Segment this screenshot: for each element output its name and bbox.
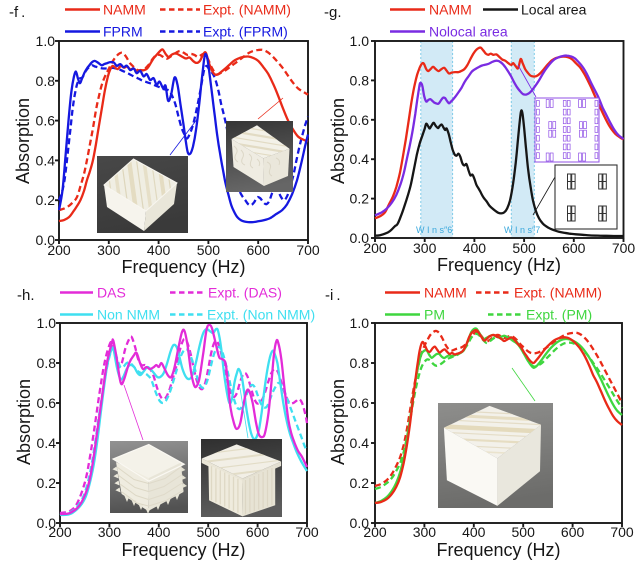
svg-text:300: 300 (413, 240, 437, 256)
svg-text:1.0: 1.0 (37, 315, 57, 331)
svg-text:0.6: 0.6 (350, 395, 370, 411)
svg-text:Frequency (Hz): Frequency (Hz) (437, 255, 561, 275)
svg-text:Expt. (PM): Expt. (PM) (526, 307, 592, 323)
svg-text:0.4: 0.4 (37, 435, 57, 451)
svg-text:Absorption: Absorption (14, 379, 34, 465)
svg-text:NAMM: NAMM (103, 2, 146, 18)
svg-text:0.0: 0.0 (350, 515, 370, 531)
svg-text:300: 300 (97, 242, 121, 258)
svg-text:1.0: 1.0 (36, 33, 56, 49)
svg-text:Local area: Local area (521, 2, 587, 18)
svg-text:400: 400 (462, 524, 486, 540)
svg-text:600: 600 (247, 242, 271, 258)
svg-text:0.2: 0.2 (350, 475, 370, 491)
svg-text:Frequency (Hz): Frequency (Hz) (436, 540, 560, 560)
svg-text:700: 700 (610, 524, 634, 540)
svg-text:700: 700 (295, 524, 319, 540)
svg-text:600: 600 (246, 524, 270, 540)
svg-text:-h.: -h. (17, 287, 35, 304)
svg-text:Expt. (DAS): Expt. (DAS) (208, 285, 282, 301)
svg-text:0.0: 0.0 (36, 232, 56, 248)
svg-text:Expt. (Non NMM): Expt. (Non NMM) (207, 307, 315, 323)
svg-text:-g.: -g. (324, 4, 342, 21)
svg-text:0.8: 0.8 (37, 355, 57, 371)
svg-text:500: 500 (512, 524, 536, 540)
svg-text:0.6: 0.6 (350, 112, 370, 128)
svg-text:Frequency (Hz): Frequency (Hz) (121, 540, 245, 560)
svg-text:500: 500 (197, 242, 221, 258)
svg-text:400: 400 (463, 240, 487, 256)
svg-text:Absorption: Absorption (13, 98, 33, 184)
svg-text:200: 200 (363, 240, 387, 256)
svg-text:0.2: 0.2 (36, 192, 56, 208)
svg-text:0.4: 0.4 (36, 152, 56, 168)
svg-text:W I n s″7: W I n s″7 (504, 225, 540, 235)
svg-text:0.4: 0.4 (350, 435, 370, 451)
svg-text:0.8: 0.8 (350, 355, 370, 371)
svg-text:DAS: DAS (97, 285, 126, 301)
svg-text:0.2: 0.2 (37, 475, 57, 491)
svg-text:0.6: 0.6 (37, 395, 57, 411)
svg-text:0.8: 0.8 (350, 72, 370, 88)
svg-text:400: 400 (147, 242, 171, 258)
svg-text:NAMM: NAMM (429, 2, 472, 18)
svg-text:600: 600 (561, 524, 585, 540)
svg-text:400: 400 (147, 524, 171, 540)
svg-text:Expt. (FPRM): Expt. (FPRM) (203, 24, 288, 40)
svg-text:0.0: 0.0 (350, 230, 370, 246)
svg-text:700: 700 (296, 242, 320, 258)
svg-text:Non NMM: Non NMM (97, 307, 160, 323)
svg-text:Expt. (NAMM): Expt. (NAMM) (514, 285, 602, 301)
svg-text:0.4: 0.4 (350, 151, 370, 167)
svg-text:1.0: 1.0 (350, 33, 370, 49)
svg-text:NAMM: NAMM (424, 285, 467, 301)
svg-text:700: 700 (612, 240, 636, 256)
svg-text:0.0: 0.0 (37, 515, 57, 531)
svg-text:200: 200 (48, 524, 72, 540)
svg-text:200: 200 (47, 242, 71, 258)
svg-text:500: 500 (512, 240, 536, 256)
svg-text:0.2: 0.2 (350, 191, 370, 207)
svg-text:-f .: -f . (9, 4, 25, 21)
svg-text:Expt. (NAMM): Expt. (NAMM) (203, 2, 291, 18)
svg-text:600: 600 (562, 240, 586, 256)
svg-text:Absorption: Absorption (328, 379, 348, 465)
svg-text:Absorption: Absorption (328, 98, 348, 184)
svg-text:Frequency (Hz): Frequency (Hz) (121, 257, 245, 277)
svg-text:300: 300 (98, 524, 122, 540)
svg-text:-i .: -i . (325, 287, 341, 304)
svg-text:PM: PM (424, 307, 445, 323)
svg-text:500: 500 (197, 524, 221, 540)
svg-text:0.8: 0.8 (36, 73, 56, 89)
svg-text:1.0: 1.0 (350, 315, 370, 331)
svg-text:200: 200 (363, 524, 387, 540)
svg-text:FPRM: FPRM (103, 24, 143, 40)
svg-text:0.6: 0.6 (36, 113, 56, 129)
svg-text:Nolocal area: Nolocal area (429, 24, 508, 40)
svg-text:300: 300 (413, 524, 437, 540)
svg-text:W I n s″6: W I n s″6 (416, 225, 452, 235)
